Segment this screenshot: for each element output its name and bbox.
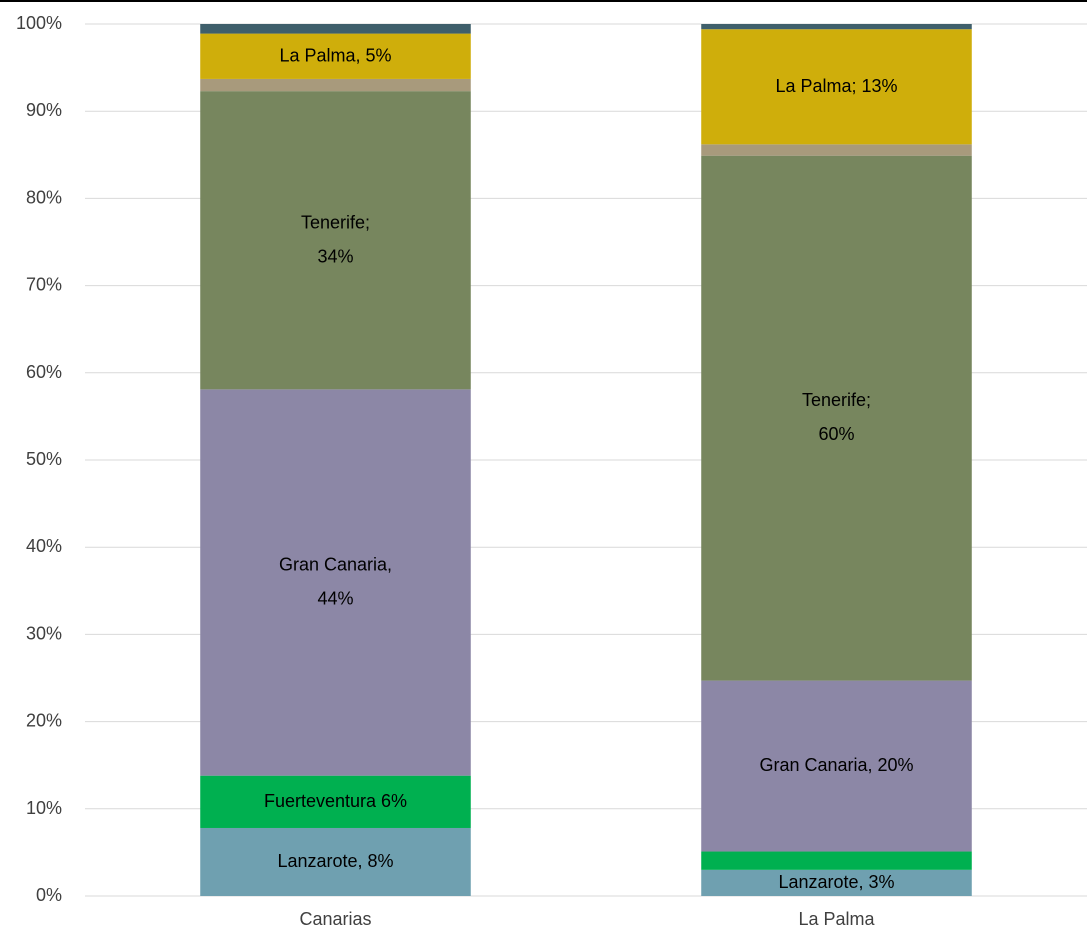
data-label: Gran Canaria, 20% — [759, 755, 913, 775]
y-tick-label: 20% — [26, 710, 62, 730]
x-tick-label: Canarias — [299, 909, 371, 929]
bar-segment — [701, 869, 972, 896]
y-tick-label: 70% — [26, 274, 62, 294]
data-label: Fuerteventura 6% — [264, 791, 407, 811]
top-border — [0, 0, 1087, 2]
bar-segment — [200, 827, 471, 896]
data-label: La Palma, 5% — [279, 45, 391, 65]
bar-segment — [701, 851, 972, 870]
bar-segment — [200, 24, 471, 34]
y-tick-label: 60% — [26, 362, 62, 382]
y-tick-label: 10% — [26, 798, 62, 818]
y-tick-label: 30% — [26, 623, 62, 643]
data-label: Tenerife; 60% — [802, 390, 871, 444]
bar-segment — [200, 775, 471, 828]
bar-segment — [701, 144, 972, 156]
y-tick-label: 0% — [36, 885, 62, 905]
bar-segment — [701, 24, 972, 30]
bar-segment — [200, 33, 471, 79]
y-tick-label: 50% — [26, 449, 62, 469]
bar-segment — [200, 91, 471, 390]
data-label: Gran Canaria, 44% — [279, 554, 392, 608]
y-tick-label: 90% — [26, 100, 62, 120]
data-label: Lanzarote, 3% — [778, 872, 894, 892]
data-label: La Palma; 13% — [775, 76, 897, 96]
bar-segment — [701, 29, 972, 145]
bar-segment — [701, 680, 972, 852]
y-tick-label: 80% — [26, 187, 62, 207]
x-tick-label: La Palma — [798, 909, 875, 929]
bar-segment — [701, 155, 972, 681]
data-label: Tenerife; 34% — [301, 212, 370, 266]
bar-segment — [200, 78, 471, 92]
y-tick-label: 40% — [26, 536, 62, 556]
data-label: Lanzarote, 8% — [277, 851, 393, 871]
y-tick-label: 100% — [16, 13, 62, 33]
bar-segment — [200, 389, 471, 776]
